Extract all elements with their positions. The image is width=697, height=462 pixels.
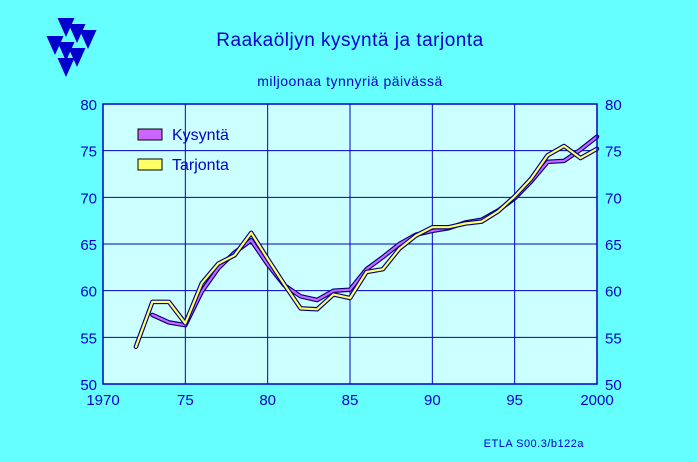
legend-swatch-kysynta xyxy=(137,128,163,141)
legend-swatch-tarjonta xyxy=(137,158,163,171)
x-tick-label: 90 xyxy=(424,392,441,409)
chart-title: Raakaöljyn kysyntä ja tarjonta xyxy=(216,30,483,51)
series-layer xyxy=(133,134,600,349)
y-tick-label-right: 60 xyxy=(605,284,622,301)
y-tick-label-right: 80 xyxy=(605,97,622,114)
etla-logo-icon xyxy=(46,18,97,77)
plot-frame xyxy=(102,103,598,385)
x-tick-label: 95 xyxy=(506,392,523,409)
y-tick-label-left: 55 xyxy=(80,330,97,347)
x-tick-label: 85 xyxy=(342,392,359,409)
grid xyxy=(103,104,597,384)
series-line-tarjonta xyxy=(134,144,599,348)
logo-triangle xyxy=(68,48,86,67)
x-axis-ticks: 1970 75 80 85 90 95 2000 xyxy=(86,392,613,409)
y-tick-label-left: 60 xyxy=(80,284,97,301)
y-tick-label-right: 70 xyxy=(605,190,622,207)
logo-triangle xyxy=(79,30,97,49)
y-tick-label-left: 65 xyxy=(80,237,97,254)
legend: Kysyntä Tarjonta xyxy=(137,127,229,174)
y-tick-label-left: 80 xyxy=(80,97,97,114)
y-tick-label-right: 65 xyxy=(605,237,622,254)
legend-label-kysynta: Kysyntä xyxy=(172,127,229,144)
y-tick-label-right: 50 xyxy=(605,377,622,394)
y-axis-ticks-right: 50 55 60 65 70 75 80 xyxy=(605,97,622,394)
source-credit: ETLA S00.3/b122a xyxy=(484,438,585,450)
y-tick-label-left: 50 xyxy=(80,377,97,394)
x-tick-label: 75 xyxy=(177,392,194,409)
x-tick-label: 80 xyxy=(259,392,276,409)
logo-triangle xyxy=(68,24,86,43)
x-tick-label: 2000 xyxy=(580,392,613,409)
legend-label-tarjonta: Tarjonta xyxy=(172,157,229,174)
x-tick-label: 1970 xyxy=(86,392,119,409)
y-tick-label-right: 55 xyxy=(605,330,622,347)
logo-triangle xyxy=(57,18,75,37)
chart-subtitle: miljoonaa tynnyriä päivässä xyxy=(257,73,442,89)
logo-triangle xyxy=(46,36,64,55)
logo-triangle xyxy=(57,42,75,61)
y-tick-label-right: 75 xyxy=(605,144,622,161)
y-tick-label-left: 75 xyxy=(80,144,97,161)
y-tick-label-left: 70 xyxy=(80,190,97,207)
logo-triangle xyxy=(57,58,75,77)
y-axis-ticks-left: 50 55 60 65 70 75 80 xyxy=(80,97,97,394)
